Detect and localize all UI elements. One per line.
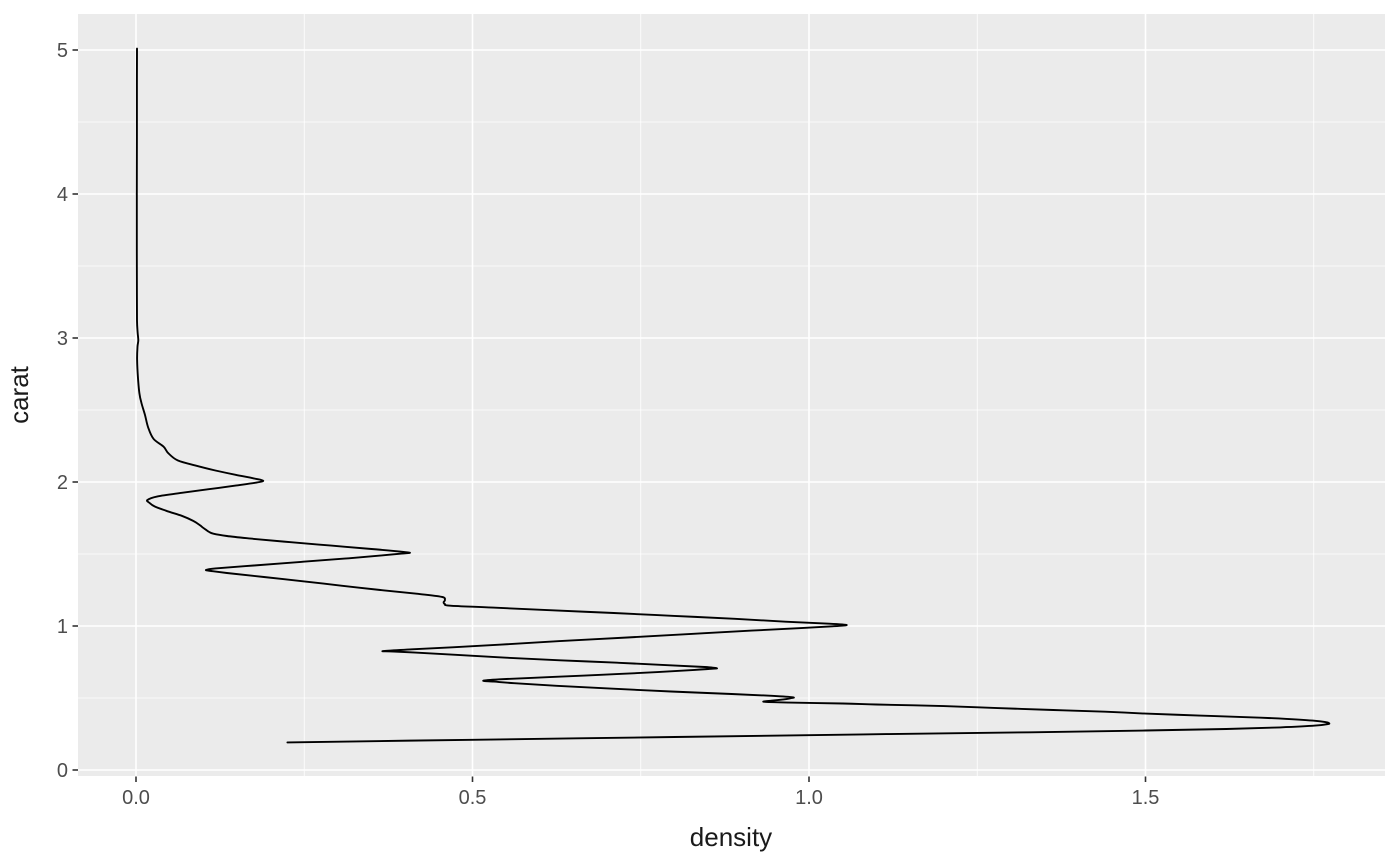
y-tick-label: 1 <box>57 616 68 638</box>
x-axis-tick-labels: 0.0 0.5 1.0 1.5 <box>122 787 1159 809</box>
y-tick-label: 0 <box>57 760 68 782</box>
x-tick-label: 0.0 <box>122 787 150 809</box>
panel-background <box>78 14 1385 776</box>
x-tick-label: 1.0 <box>795 787 823 809</box>
y-tick-label: 3 <box>57 328 68 350</box>
y-axis-ticks <box>72 49 78 771</box>
density-curve <box>135 47 1331 744</box>
x-tick-label: 1.5 <box>1132 787 1160 809</box>
y-tick-label: 4 <box>57 184 68 206</box>
y-axis-tick-labels: 0 1 2 3 4 5 <box>57 40 68 782</box>
x-tick-label: 0.5 <box>459 787 487 809</box>
y-axis-title: carat <box>4 365 34 424</box>
grid-minor <box>78 14 1385 776</box>
grid-major <box>78 14 1385 776</box>
y-tick-label: 5 <box>57 40 68 62</box>
y-tick-label: 2 <box>57 472 68 494</box>
x-axis-ticks <box>135 776 1147 782</box>
x-axis-title: density <box>690 822 772 852</box>
